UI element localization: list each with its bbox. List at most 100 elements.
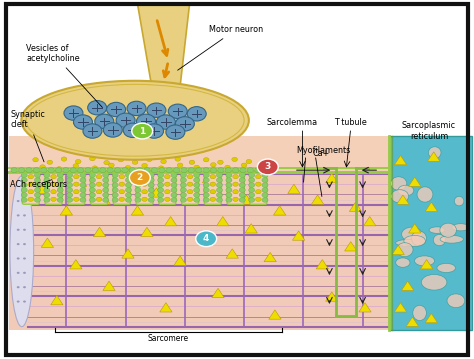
Circle shape — [80, 178, 86, 182]
Circle shape — [156, 115, 175, 129]
Circle shape — [96, 190, 102, 194]
Polygon shape — [401, 281, 414, 290]
Circle shape — [55, 168, 62, 173]
Circle shape — [57, 188, 64, 192]
Circle shape — [226, 173, 232, 177]
Circle shape — [233, 174, 238, 179]
Circle shape — [218, 168, 224, 173]
Circle shape — [23, 300, 26, 303]
Circle shape — [17, 300, 19, 303]
Circle shape — [77, 168, 84, 173]
Circle shape — [194, 178, 200, 182]
Polygon shape — [349, 202, 362, 211]
Circle shape — [164, 182, 170, 186]
Circle shape — [51, 197, 56, 201]
Circle shape — [125, 165, 131, 170]
FancyBboxPatch shape — [91, 171, 108, 204]
Circle shape — [232, 168, 239, 173]
Circle shape — [66, 173, 73, 177]
Circle shape — [210, 190, 216, 194]
Circle shape — [203, 168, 210, 173]
Circle shape — [137, 114, 155, 129]
Circle shape — [63, 168, 69, 173]
Circle shape — [96, 174, 102, 179]
Circle shape — [203, 178, 209, 182]
Circle shape — [157, 193, 164, 197]
Circle shape — [135, 193, 141, 197]
Circle shape — [112, 183, 118, 187]
Text: Synaptic
cleft: Synaptic cleft — [10, 110, 46, 162]
Circle shape — [132, 160, 138, 164]
Circle shape — [44, 197, 50, 202]
Circle shape — [248, 173, 255, 177]
Circle shape — [145, 124, 164, 138]
Polygon shape — [160, 303, 172, 312]
Circle shape — [168, 104, 187, 118]
Circle shape — [239, 188, 246, 192]
Polygon shape — [217, 216, 229, 226]
Circle shape — [248, 178, 255, 182]
Circle shape — [203, 173, 209, 177]
FancyBboxPatch shape — [136, 171, 153, 204]
Circle shape — [90, 157, 95, 161]
Text: 4: 4 — [203, 234, 210, 243]
Circle shape — [157, 188, 164, 192]
Circle shape — [248, 193, 255, 197]
Circle shape — [257, 159, 278, 175]
Circle shape — [177, 163, 183, 167]
Circle shape — [102, 197, 109, 202]
Ellipse shape — [413, 305, 427, 321]
Circle shape — [33, 158, 38, 162]
Text: 2: 2 — [137, 173, 143, 182]
Circle shape — [148, 188, 154, 192]
Circle shape — [102, 178, 109, 182]
Circle shape — [51, 174, 56, 179]
Circle shape — [157, 178, 164, 182]
Ellipse shape — [452, 224, 469, 231]
Circle shape — [118, 158, 124, 162]
Circle shape — [21, 178, 27, 182]
Circle shape — [262, 168, 268, 173]
Circle shape — [64, 106, 83, 120]
Polygon shape — [41, 238, 54, 247]
Circle shape — [158, 166, 164, 170]
Circle shape — [33, 168, 40, 173]
Circle shape — [122, 168, 128, 173]
Circle shape — [142, 182, 147, 186]
Circle shape — [51, 182, 56, 186]
Circle shape — [248, 188, 255, 192]
Text: Sarcolemma: Sarcolemma — [267, 118, 318, 127]
Circle shape — [40, 165, 46, 169]
Ellipse shape — [428, 147, 441, 159]
Circle shape — [180, 178, 186, 182]
Polygon shape — [425, 313, 438, 323]
Circle shape — [233, 182, 238, 186]
Circle shape — [34, 188, 41, 192]
Polygon shape — [409, 177, 421, 186]
Polygon shape — [264, 252, 276, 262]
Circle shape — [100, 168, 106, 173]
Circle shape — [44, 183, 50, 187]
Circle shape — [103, 123, 122, 137]
Bar — [273, 136, 389, 172]
Circle shape — [210, 197, 216, 201]
Circle shape — [125, 197, 131, 202]
Circle shape — [239, 183, 246, 187]
Circle shape — [61, 157, 67, 161]
Circle shape — [11, 168, 18, 173]
Circle shape — [210, 168, 217, 173]
Circle shape — [129, 168, 136, 173]
Circle shape — [255, 190, 261, 194]
Ellipse shape — [447, 294, 465, 308]
Circle shape — [125, 183, 131, 187]
Circle shape — [135, 178, 141, 182]
Ellipse shape — [433, 234, 446, 246]
Circle shape — [73, 174, 79, 179]
Circle shape — [232, 157, 237, 162]
Circle shape — [123, 123, 142, 137]
Polygon shape — [51, 295, 63, 305]
Circle shape — [216, 197, 223, 202]
Circle shape — [96, 197, 102, 201]
Circle shape — [96, 182, 102, 186]
Circle shape — [21, 193, 27, 197]
